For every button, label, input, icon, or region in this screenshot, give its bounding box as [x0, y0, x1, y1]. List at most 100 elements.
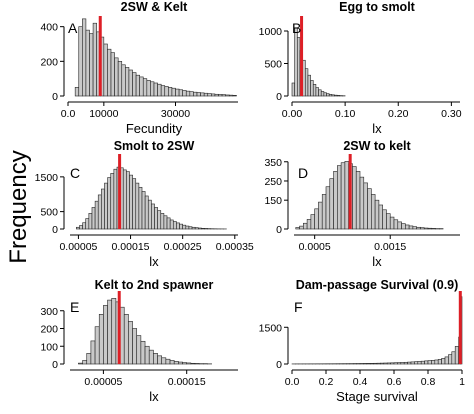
shared-y-axis-label: Frequency	[5, 150, 32, 263]
histogram-bar	[371, 194, 376, 230]
histogram-bar	[176, 222, 180, 230]
histogram-bar	[228, 94, 234, 97]
histogram-bar	[363, 363, 368, 365]
histogram-bar	[190, 362, 196, 365]
histogram-bar	[451, 351, 456, 365]
histogram-bar	[337, 165, 342, 230]
histogram-bar	[232, 95, 237, 97]
x-tick-label: 0.00005	[59, 241, 97, 253]
y-tick-label: 0	[52, 359, 58, 371]
histogram-bar	[434, 359, 439, 365]
histogram-bar	[169, 219, 174, 230]
histogram-bar	[142, 78, 148, 97]
histogram-bar	[135, 74, 140, 97]
histogram-bar	[363, 182, 368, 230]
histogram-bar	[431, 360, 436, 365]
histogram-bar	[420, 360, 425, 365]
x-tick-label: 0.00005	[84, 376, 122, 388]
histogram-bar	[101, 188, 105, 230]
histogram-bar	[160, 85, 166, 97]
histogram-bar	[91, 207, 96, 230]
histogram-bar	[110, 173, 115, 230]
histogram-bar	[310, 80, 314, 97]
x-tick-label: 10000	[89, 108, 118, 120]
histogram-bar	[214, 93, 219, 97]
histogram-bar	[203, 92, 209, 97]
histogram-bar	[193, 91, 198, 97]
histogram-bar	[179, 223, 183, 230]
histogram-bar	[417, 361, 422, 365]
histogram-bar	[136, 335, 142, 365]
x-tick-label: 0.0005	[299, 241, 331, 253]
histogram-bar	[138, 186, 143, 230]
histogram-bar	[218, 94, 223, 97]
histogram-bar	[211, 93, 216, 97]
histogram-bar	[393, 362, 398, 365]
histogram-bar	[374, 199, 380, 230]
x-axis-label: lx	[149, 389, 159, 404]
histogram-bar	[173, 361, 179, 365]
histogram-bar	[111, 298, 117, 365]
histogram-bar	[299, 225, 304, 230]
y-tick-label: 1500	[35, 172, 59, 184]
y-tick-label: 150	[264, 195, 282, 207]
x-tick-label: 0.0015	[374, 241, 406, 253]
histogram-bar	[94, 200, 99, 230]
histogram-bar	[410, 361, 415, 365]
histogram-bars	[291, 27, 346, 97]
histogram-bar	[113, 168, 118, 230]
histogram-bar	[318, 89, 322, 97]
panel-e: Kelt to 2nd spawner 0 100 200 300 0.00005 0.00…	[40, 278, 238, 404]
histogram-bar	[390, 362, 395, 365]
histogram-bar	[294, 27, 298, 97]
histogram-bar	[139, 76, 144, 97]
x-tick-label: 0.00035	[216, 241, 254, 253]
histogram-bar	[382, 209, 387, 230]
histogram-bar	[291, 82, 295, 97]
y-tick-label: 500	[264, 59, 282, 71]
histogram-bar	[307, 74, 311, 97]
panel-letter: F	[294, 299, 303, 315]
histogram-bar	[201, 228, 205, 230]
histogram-bar	[78, 362, 83, 365]
histogram-bar	[325, 186, 331, 230]
histogram-bar	[86, 353, 92, 365]
histogram-bar	[369, 363, 374, 365]
histogram-bar	[98, 313, 104, 365]
histogram-bar	[400, 362, 405, 365]
histogram-bar	[431, 228, 436, 230]
histogram-bar	[89, 33, 94, 97]
x-tick-label: 0.00025	[164, 241, 202, 253]
panel-letter: D	[298, 165, 308, 181]
histogram-bar	[157, 355, 163, 365]
y-tick-label: 500	[40, 207, 58, 219]
histogram-bar	[123, 313, 129, 365]
histogram-bar	[355, 171, 361, 230]
x-tick-label: 0.2	[319, 376, 334, 388]
histogram-bar	[153, 82, 158, 97]
y-tick-label: 200	[40, 324, 58, 336]
histogram-bar	[79, 225, 83, 230]
histogram-bar	[196, 92, 201, 97]
histogram-bar	[107, 299, 113, 365]
x-tick-label: 0.20	[388, 108, 409, 120]
histogram-bar	[132, 178, 137, 230]
histogram-bar	[367, 188, 372, 230]
histogram-bar	[344, 161, 349, 230]
histogram-bar	[221, 94, 226, 97]
histogram-bar	[295, 227, 300, 230]
histogram-bar	[204, 228, 208, 230]
y-tick-label: 200	[40, 56, 58, 68]
x-tick-label: 0.00015	[168, 376, 206, 388]
histogram-bar	[132, 328, 138, 365]
histogram-bar	[144, 195, 149, 230]
y-tick-label: 1500	[259, 322, 283, 334]
histogram-bar	[412, 226, 417, 230]
panel-title: Smolt to 2SW	[114, 139, 195, 153]
histogram-bar	[405, 224, 410, 230]
histogram-bar	[386, 213, 391, 230]
panel-title: Egg to smolt	[339, 0, 416, 14]
histogram-bar	[297, 37, 301, 97]
